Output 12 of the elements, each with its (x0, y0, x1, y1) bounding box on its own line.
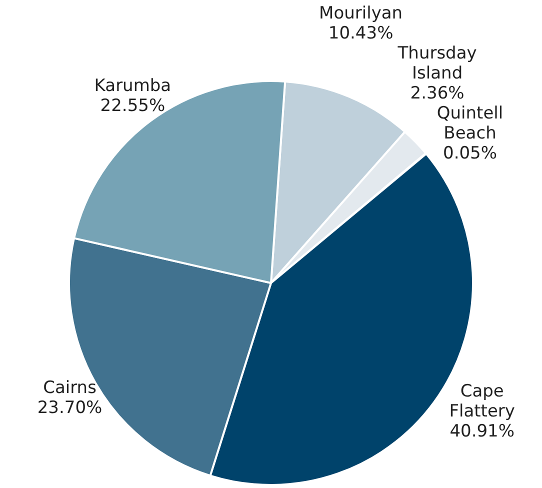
data-label: 40.91% (450, 422, 515, 442)
data-label: 10.43% (328, 24, 394, 44)
data-label: 23.70% (37, 398, 102, 418)
slice-label: Cairns (43, 378, 97, 398)
slice-label: Thursday Island (396, 44, 477, 84)
data-label: 2.36% (410, 84, 464, 104)
data-label: 22.55% (100, 96, 166, 116)
slice-label: Quintell Beach (436, 104, 504, 144)
slice-label: Karumba (94, 76, 172, 96)
data-label: 0.05% (443, 144, 498, 164)
slice-label: Mourilyan (319, 4, 403, 24)
slice-label: Cape Flattery (449, 382, 515, 422)
